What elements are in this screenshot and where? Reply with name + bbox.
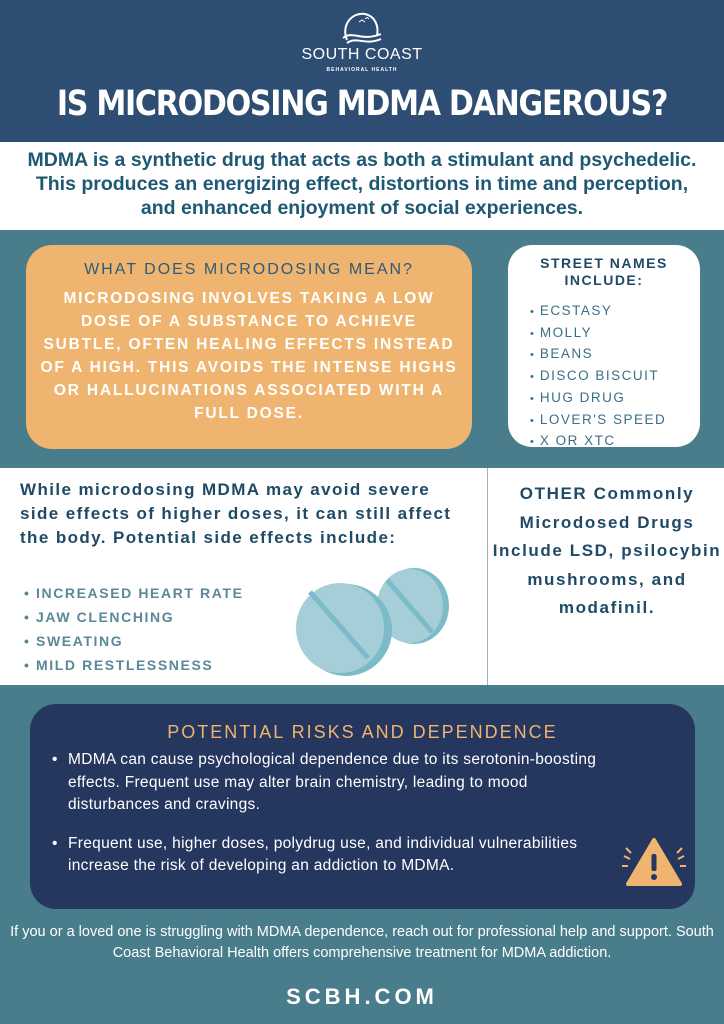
intro-text: MDMA is a synthetic drug that acts as bo… bbox=[0, 142, 724, 230]
other-drugs-text: OTHER Commonly Microdosed Drugs Include … bbox=[492, 484, 722, 617]
list-item: LOVER'S SPEED bbox=[530, 410, 700, 432]
list-item: X OR XTC bbox=[530, 431, 700, 453]
header: SOUTH COAST BEHAVIORAL HEALTH IS MICRODO… bbox=[0, 0, 724, 142]
footer-text: If you or a loved one is struggling with… bbox=[10, 924, 714, 961]
street-names-heading: STREET NAMES INCLUDE: bbox=[540, 255, 668, 288]
risks-box: POTENTIAL RISKS AND DEPENDENCE MDMA can … bbox=[30, 704, 695, 909]
microdosing-body: MICRODOSING INVOLVES TAKING A LOW DOSE O… bbox=[40, 290, 458, 422]
list-item: HUG DRUG bbox=[530, 388, 700, 410]
list-item: MILD RESTLESSNESS bbox=[24, 653, 244, 677]
list-item: BEANS bbox=[530, 344, 700, 366]
list-item: ECSTASY bbox=[530, 301, 700, 323]
microdosing-heading: WHAT DOES MICRODOSING MEAN? bbox=[84, 261, 414, 278]
list-item: INCREASED HEART RATE bbox=[24, 581, 244, 605]
street-names-box: STREET NAMES INCLUDE: ECSTASY MOLLY BEAN… bbox=[508, 245, 700, 448]
risks-heading: POTENTIAL RISKS AND DEPENDENCE bbox=[167, 722, 558, 742]
list-item: SWEATING bbox=[24, 629, 244, 653]
logo-icon bbox=[342, 12, 382, 44]
brand-subtitle: BEHAVIORAL HEALTH bbox=[326, 67, 398, 73]
warning-icon bbox=[622, 838, 686, 886]
side-effects-intro: While microdosing MDMA may avoid severe … bbox=[20, 480, 452, 547]
pills-icon bbox=[296, 568, 449, 676]
side-effects-panel: While microdosing MDMA may avoid severe … bbox=[0, 468, 724, 685]
microdosing-box: WHAT DOES MICRODOSING MEAN? MICRODOSING … bbox=[26, 245, 472, 449]
brand-name: SOUTH COAST bbox=[301, 46, 423, 63]
list-item: MOLLY bbox=[530, 323, 700, 345]
list-item: JAW CLENCHING bbox=[24, 605, 244, 629]
list-item: DISCO BISCUIT bbox=[530, 366, 700, 388]
website-link[interactable]: SCBH.COM bbox=[286, 984, 438, 1009]
list-item: Frequent use, higher doses, polydrug use… bbox=[52, 833, 612, 878]
list-item: MDMA can cause psychological dependence … bbox=[52, 749, 612, 817]
divider bbox=[487, 468, 488, 685]
page-title: IS MICRODOSING MDMA DANGEROUS? bbox=[56, 84, 669, 124]
